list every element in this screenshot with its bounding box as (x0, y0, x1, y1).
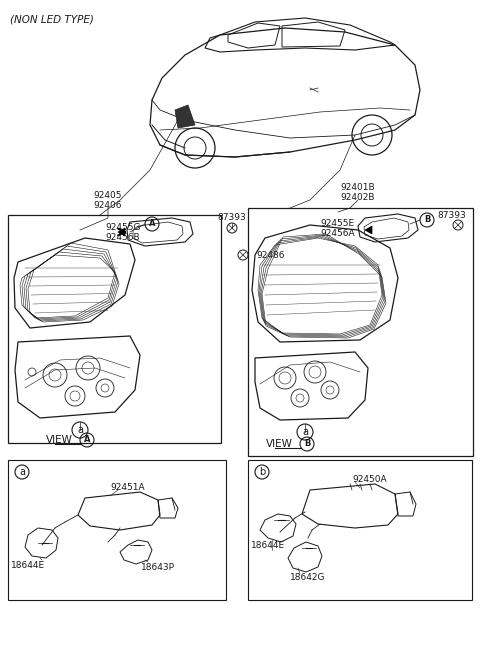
Text: 92455G: 92455G (105, 224, 141, 233)
Text: (NON LED TYPE): (NON LED TYPE) (10, 14, 94, 24)
Text: a: a (19, 467, 25, 477)
Text: 92402B: 92402B (341, 192, 375, 202)
Text: 18644E: 18644E (251, 542, 285, 550)
Text: 18643P: 18643P (141, 564, 175, 573)
Text: a: a (302, 427, 308, 437)
Text: 92405: 92405 (94, 192, 122, 200)
Text: 92451A: 92451A (111, 483, 145, 493)
Text: 87393: 87393 (438, 210, 467, 220)
Text: 92486: 92486 (256, 251, 285, 259)
Polygon shape (365, 226, 372, 234)
Text: 92406: 92406 (94, 200, 122, 210)
Text: 92455E: 92455E (320, 220, 354, 228)
Text: 18644E: 18644E (11, 560, 45, 569)
Text: 92450A: 92450A (353, 476, 387, 485)
Text: 18642G: 18642G (290, 573, 326, 583)
Text: A: A (84, 435, 90, 444)
Text: A: A (149, 220, 155, 228)
Text: 92401B: 92401B (341, 183, 375, 192)
Text: B: B (424, 216, 430, 224)
Polygon shape (118, 228, 125, 236)
Text: b: b (259, 467, 265, 477)
Text: 87393: 87393 (217, 214, 246, 222)
Text: 92456B: 92456B (105, 233, 140, 241)
Text: 92456A: 92456A (320, 228, 355, 237)
Text: a: a (77, 425, 83, 435)
Text: B: B (304, 439, 310, 448)
Text: VIEW: VIEW (266, 439, 293, 449)
Text: VIEW: VIEW (46, 435, 73, 445)
Polygon shape (175, 105, 195, 128)
